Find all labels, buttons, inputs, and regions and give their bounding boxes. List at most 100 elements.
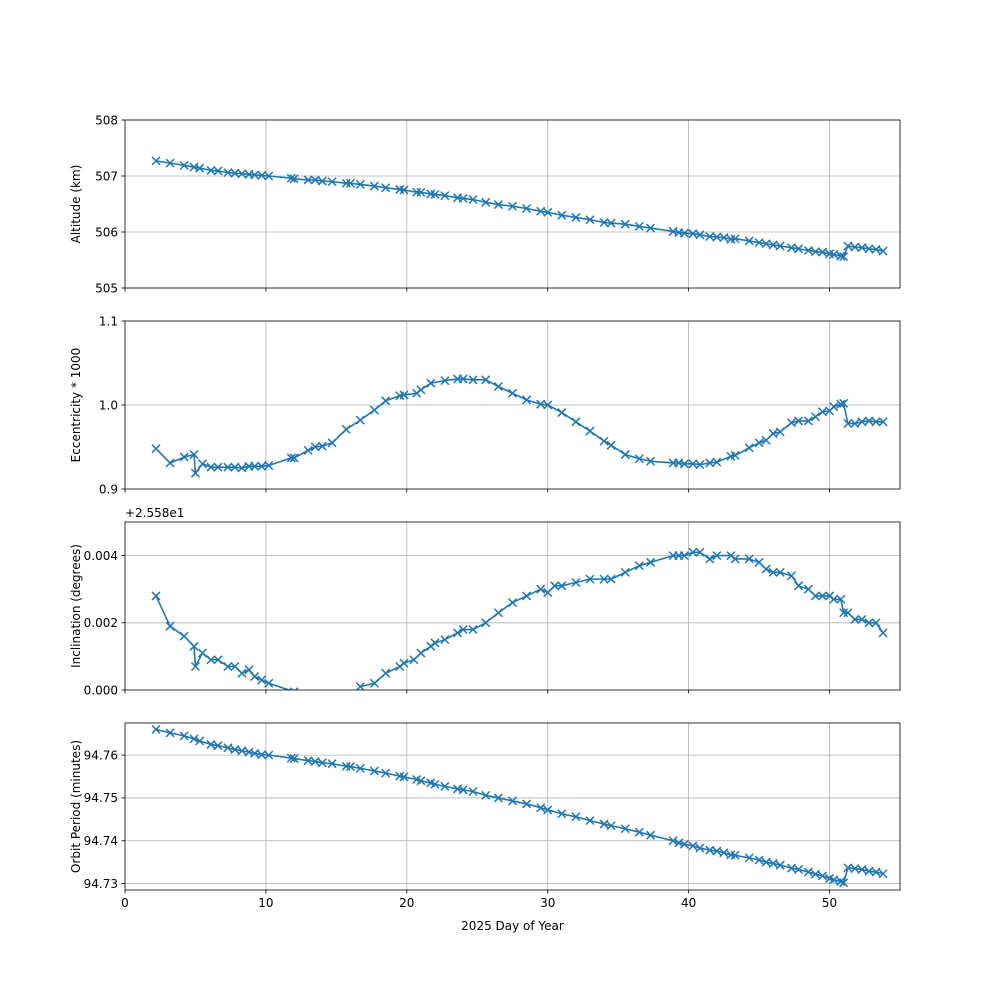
data-point [213,166,223,176]
data-point [430,779,440,789]
data-point [230,168,240,178]
y-axis-label: Altitude (km) [69,165,83,244]
data-point [878,628,888,638]
chart-panel-3: 0.000 0.002 0.004 +2.558e1 Inclination (degr… [69,506,901,697]
data-point [440,191,450,201]
data-point [230,745,240,755]
data-point [355,415,365,425]
data-point [775,567,785,577]
data-point [768,567,778,577]
data-point [507,598,518,608]
data-point [151,444,161,454]
data-point [712,232,722,242]
data-point [345,762,355,772]
data-point [223,661,233,672]
data-point [606,574,616,584]
data-point [803,416,813,426]
data-point [493,381,503,392]
data-point [223,462,233,472]
data-point [257,675,267,685]
data-point [836,876,846,886]
data-point [543,588,553,598]
data-point [399,185,409,195]
data-point [843,418,853,429]
data-point [468,624,478,635]
data-point [179,731,189,741]
data-point [599,436,609,446]
data-point [289,754,299,764]
data-point [493,200,503,210]
data-point [507,796,518,806]
y-tick-label: 0.000 [84,683,118,697]
data-point [839,878,849,888]
data-point [237,668,247,678]
data-point [237,169,247,179]
data-point [606,821,616,831]
y-tick-label: 1.0 [99,398,118,412]
data-point [355,763,365,773]
data-point [317,176,327,186]
data-point [857,864,867,874]
data-point [606,218,616,228]
data-point [213,655,223,665]
y-tick-label: 505 [95,281,118,295]
data-point [369,181,379,191]
data-point [213,741,223,751]
data-point [712,846,722,856]
y-offset-label: +2.558e1 [125,506,184,520]
data-point [810,869,820,879]
data-point [786,243,797,253]
data-point [695,547,705,557]
data-point [481,375,491,385]
data-point [190,468,200,478]
data-point [646,223,656,233]
data-point [543,400,553,410]
data-point [317,758,327,768]
data-point [481,197,491,207]
data-point [695,230,705,240]
data-point [571,577,581,588]
data-point [453,628,463,638]
data-point [151,724,161,734]
chart-panel-1: 505 506 507 508 Altitude (km) [69,113,901,295]
data-point [585,574,595,584]
data-point [688,841,698,851]
data-point [213,462,223,472]
data-point [286,453,296,463]
y-tick-label: 0.004 [84,549,118,563]
data-point [646,557,656,567]
data-point [440,781,450,791]
data-point [744,554,754,564]
x-axis-label: 2025 Day of Year [461,919,564,933]
data-point [768,240,778,250]
data-point [426,378,436,388]
data-point [857,614,867,624]
data-point [794,864,804,874]
data-point [775,427,785,437]
data-point [264,460,274,471]
data-point [754,557,764,567]
data-point [341,424,351,434]
data-point [850,418,860,429]
data-point [237,463,247,473]
data-point [369,405,379,415]
data-point [264,678,274,688]
data-point [257,750,267,760]
data-point [761,239,771,249]
data-point [190,661,200,672]
data-point [730,234,740,244]
data-point [754,438,764,448]
data-point [712,457,722,467]
data-point [829,402,839,412]
data-point [557,210,567,220]
data-point [244,665,254,675]
x-tick-label: 10 [258,896,273,910]
data-point [817,871,828,881]
data-point [864,618,874,628]
data-point [310,757,320,767]
data-point [668,836,678,846]
data-point [803,584,813,594]
data-point [606,440,616,450]
axes-frame [124,521,901,691]
